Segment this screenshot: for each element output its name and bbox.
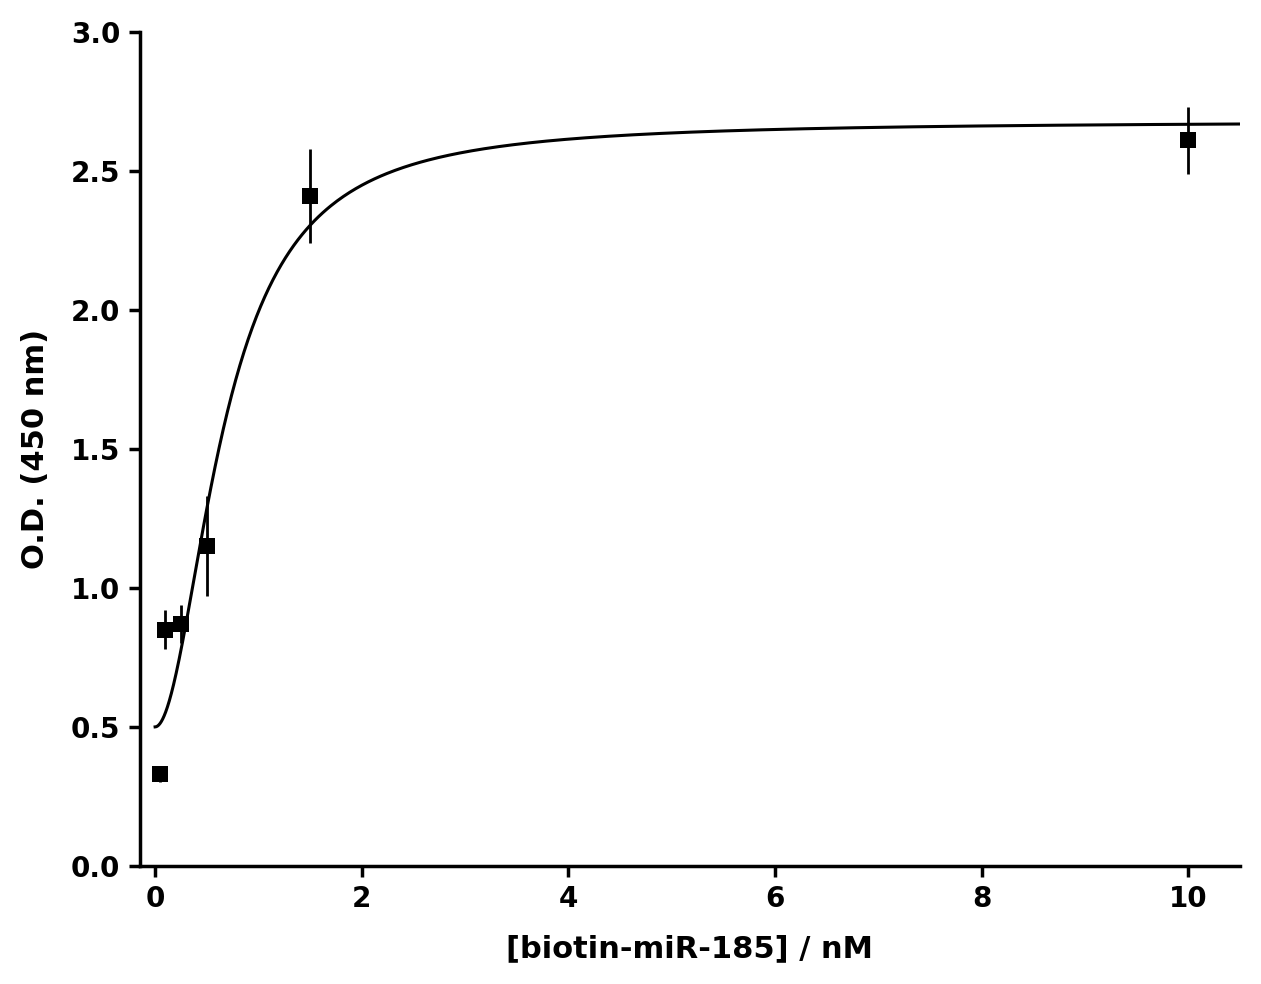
Y-axis label: O.D. (450 nm): O.D. (450 nm) xyxy=(21,329,50,569)
X-axis label: [biotin-miR-185] / nM: [biotin-miR-185] / nM xyxy=(507,934,874,963)
